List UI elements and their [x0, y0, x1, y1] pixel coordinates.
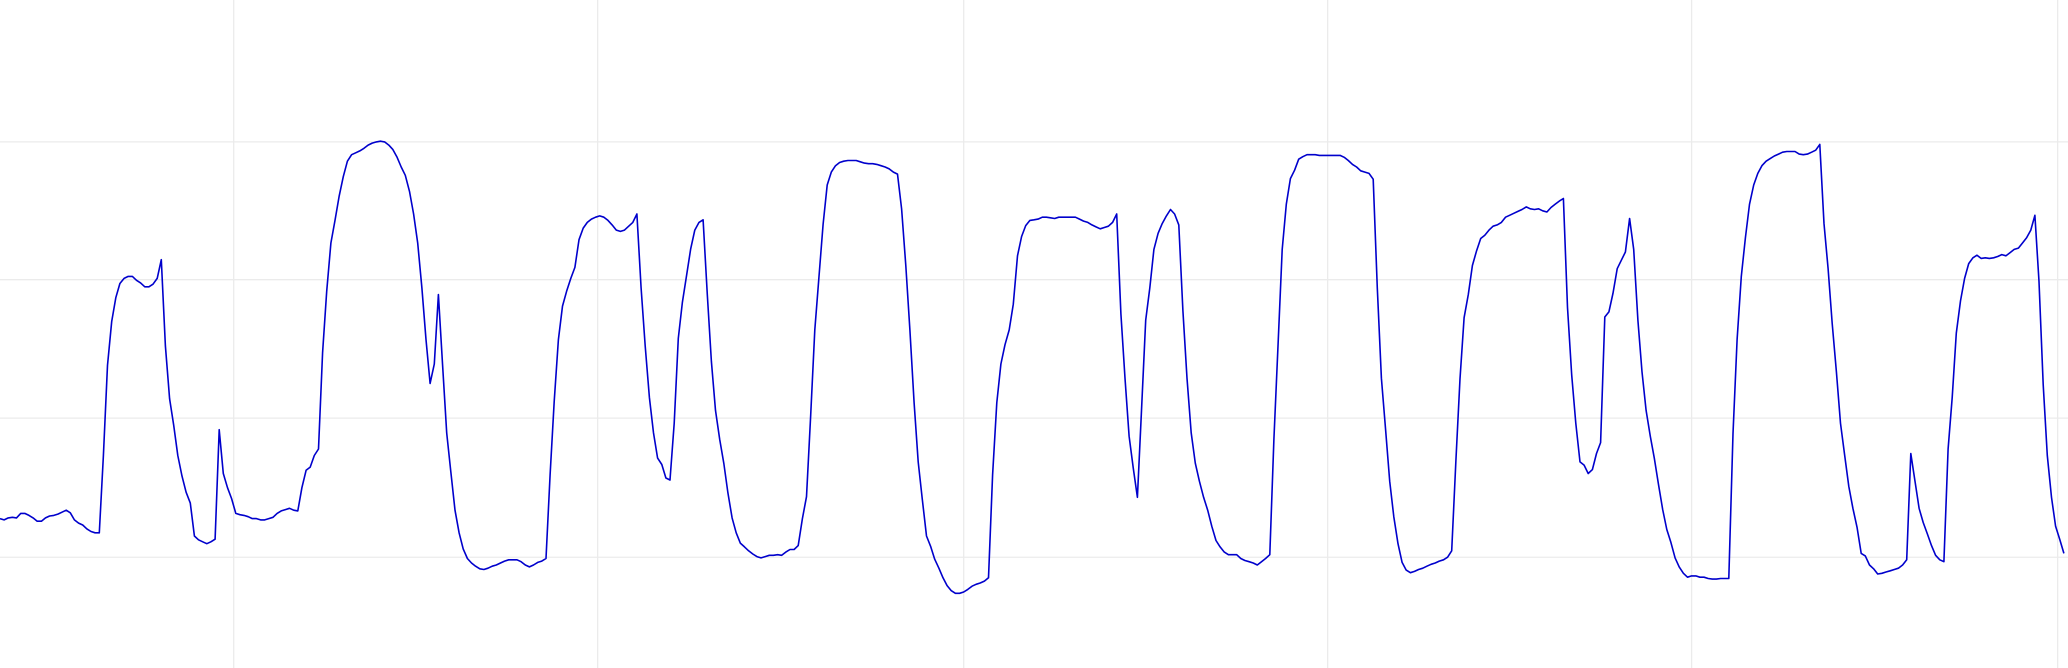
series-line	[0, 140, 2065, 595]
series-layer	[0, 140, 2065, 595]
